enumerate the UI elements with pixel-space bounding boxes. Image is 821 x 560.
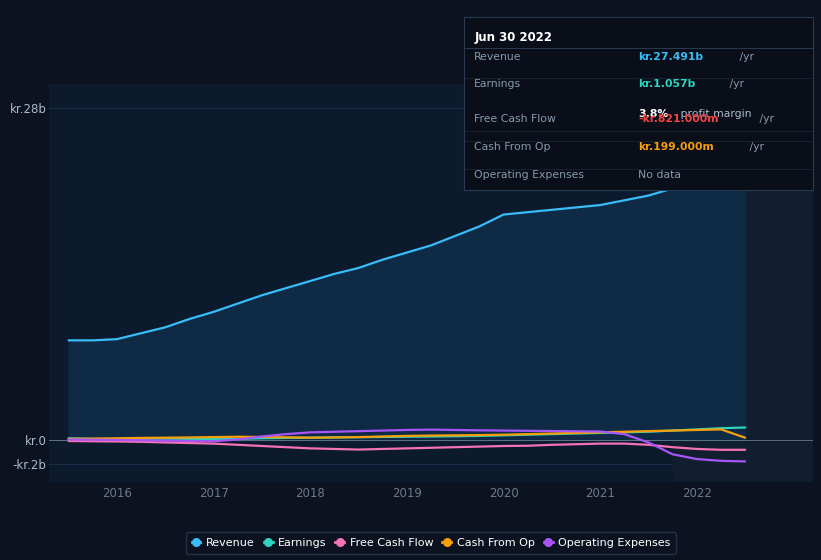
Text: /yr: /yr [736, 52, 754, 62]
Legend: Revenue, Earnings, Free Cash Flow, Cash From Op, Operating Expenses: Revenue, Earnings, Free Cash Flow, Cash … [186, 533, 676, 554]
Text: kr.27.491b: kr.27.491b [639, 52, 704, 62]
Text: Free Cash Flow: Free Cash Flow [475, 114, 556, 124]
Text: /yr: /yr [755, 114, 773, 124]
Text: kr.199.000m: kr.199.000m [639, 142, 714, 152]
Bar [672, 84, 813, 482]
Text: -kr.821.000m: -kr.821.000m [639, 114, 719, 124]
Text: Cash From Op: Cash From Op [475, 142, 551, 152]
Text: 3.8%: 3.8% [639, 109, 668, 119]
Text: Revenue: Revenue [475, 52, 522, 62]
Text: profit margin: profit margin [677, 109, 752, 119]
Text: /yr: /yr [727, 80, 745, 89]
Text: Jun 30 2022: Jun 30 2022 [475, 31, 553, 44]
Text: Operating Expenses: Operating Expenses [475, 170, 585, 180]
Text: Earnings: Earnings [475, 80, 521, 89]
Text: kr.1.057b: kr.1.057b [639, 80, 695, 89]
Text: No data: No data [639, 170, 681, 180]
Text: /yr: /yr [745, 142, 764, 152]
